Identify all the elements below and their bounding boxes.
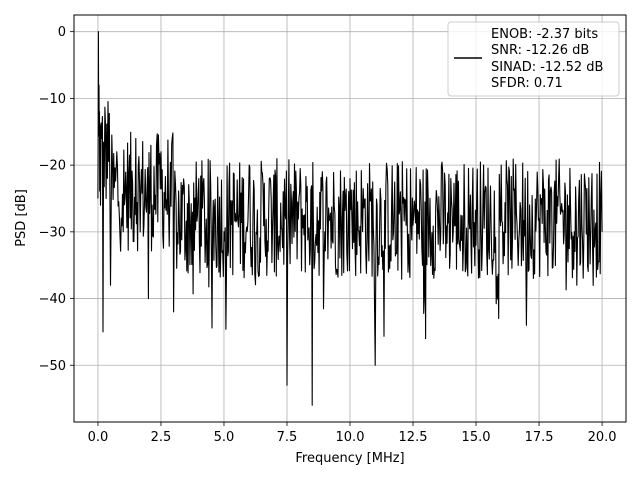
legend-entry-snr: SNR: -12.26 dB: [491, 43, 589, 58]
y-tick-label: −30: [39, 225, 66, 240]
plot-area: [97, 31, 603, 406]
y-tick-label: −20: [39, 159, 66, 174]
x-tick-label: 0.0: [88, 430, 109, 445]
y-tick-label: −50: [39, 359, 66, 374]
legend-box: [447, 21, 620, 97]
x-tick-label: 5.0: [214, 430, 235, 445]
x-tick-label: 15.0: [462, 430, 491, 445]
y-tick-label: 0: [58, 25, 66, 40]
legend-entry-enob: ENOB: -2.37 bits: [491, 27, 598, 42]
x-tick-label: 12.5: [399, 430, 428, 445]
x-tick-label: 10.0: [336, 430, 365, 445]
legend: ENOB: -2.37 bits SNR: -12.26 dB SINAD: -…: [447, 21, 620, 97]
x-tick-label: 20.0: [588, 430, 617, 445]
y-tick-label: −40: [39, 292, 66, 307]
y-tick-label: −10: [39, 92, 66, 107]
x-tick-label: 2.5: [151, 430, 172, 445]
psd-series-line: [97, 31, 603, 406]
y-axis-label: PSD [dB]: [14, 189, 29, 247]
legend-entry-sinad: SINAD: -12.52 dB: [491, 60, 603, 75]
x-axis: 0.0 2.5 5.0 7.5 10.0 12.5 15.0 17.5 20.0: [88, 422, 617, 445]
legend-entry-sfdr: SFDR: 0.71: [491, 76, 563, 91]
y-axis: 0 −10 −20 −30 −40 −50: [39, 25, 74, 374]
x-axis-label: Frequency [MHz]: [295, 451, 404, 466]
x-tick-label: 17.5: [525, 430, 554, 445]
x-tick-label: 7.5: [277, 430, 298, 445]
